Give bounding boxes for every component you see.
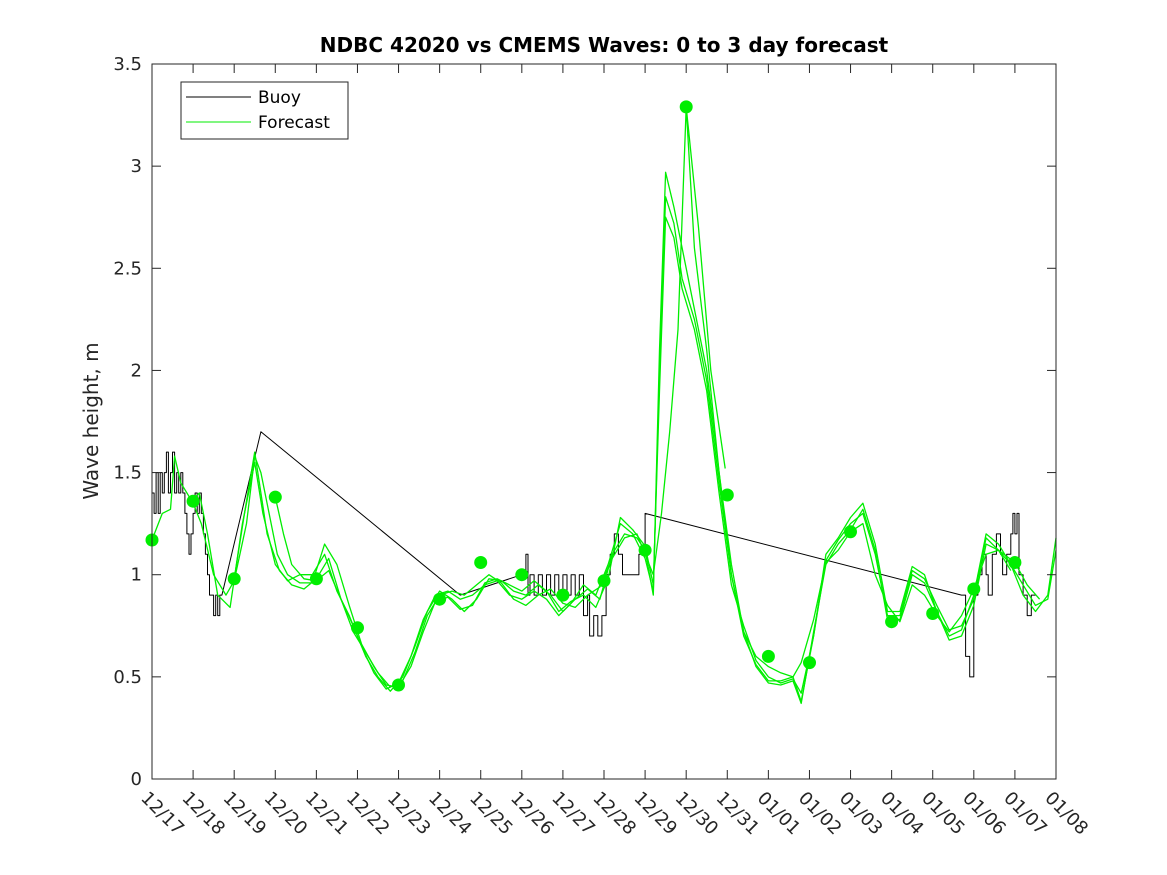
forecast-marker (597, 574, 611, 588)
series-line-3 (233, 171, 1012, 705)
forecast-marker (392, 678, 405, 692)
marker-layer (145, 100, 1022, 692)
forecast-marker (885, 615, 899, 629)
y-tick-label: 2 (131, 360, 142, 381)
y-tick-label: 2.5 (113, 258, 142, 279)
series-line-0 (152, 431, 1036, 678)
x-tick-label: 01/08 (1040, 788, 1092, 840)
x-tick-label: 12/25 (465, 788, 517, 840)
series-line-5 (685, 106, 726, 469)
y-tick-label: 0 (131, 769, 142, 790)
x-tick-label: 01/06 (958, 788, 1010, 840)
x-tick-label: 12/21 (301, 788, 353, 840)
x-tick-label: 12/24 (424, 788, 476, 840)
forecast-marker (761, 649, 775, 663)
x-tick-label: 01/01 (753, 788, 805, 840)
legend-box (180, 81, 349, 140)
legend: Buoy Forecast (180, 81, 349, 140)
x-tick-label: 12/22 (342, 788, 394, 840)
x-tick-label: 01/05 (917, 788, 969, 840)
forecast-marker (638, 543, 652, 557)
y-tick-label: 3.5 (113, 54, 142, 75)
x-tick-label: 12/20 (260, 788, 312, 840)
forecast-marker (844, 525, 857, 539)
forecast-marker (515, 568, 529, 582)
forecast-marker (926, 607, 940, 620)
x-tick-label: 12/26 (506, 788, 558, 840)
forecast-marker (227, 572, 241, 586)
x-tick-label: 12/17 (136, 788, 188, 840)
forecast-marker (433, 592, 447, 606)
forecast-marker (474, 556, 488, 569)
forecast-marker (556, 588, 570, 602)
forecast-marker (803, 656, 816, 670)
chart-title: NDBC 42020 vs CMEMS Waves: 0 to 3 day fo… (320, 33, 889, 57)
legend-label-buoy: Buoy (258, 88, 301, 108)
x-tick-label: 12/19 (219, 788, 271, 840)
y-axis-label: Wave height, m (79, 342, 103, 499)
x-tick-label: 12/27 (547, 788, 599, 840)
forecast-marker (679, 100, 693, 114)
y-tick-label: 1 (131, 565, 142, 586)
x-tick-label: 01/02 (794, 788, 846, 840)
y-tick-label: 1.5 (113, 463, 142, 484)
x-tick-label: 12/28 (588, 788, 640, 840)
x-tick-label: 01/03 (835, 788, 887, 840)
x-tick-label: 01/04 (876, 788, 928, 840)
x-tick-label: 12/29 (630, 788, 682, 840)
plot-area (152, 64, 1056, 779)
forecast-marker (967, 582, 981, 596)
x-tick-label: 12/31 (712, 788, 764, 840)
y-tick-label: 0.5 (113, 667, 142, 688)
x-tick-label: 12/23 (383, 788, 435, 840)
forecast-marker (351, 621, 364, 635)
x-tick-label: 12/18 (178, 788, 230, 840)
series-line-2 (192, 196, 1057, 703)
forecast-marker (309, 572, 323, 586)
forecast-marker (1008, 556, 1022, 569)
forecast-marker (720, 488, 734, 502)
x-tick-label: 01/07 (999, 788, 1051, 840)
legend-label-forecast: Forecast (258, 113, 330, 133)
forecast-marker (186, 494, 200, 508)
forecast-marker (268, 490, 282, 504)
x-tick-label: 12/30 (671, 788, 723, 840)
y-tick-label: 3 (131, 156, 142, 177)
